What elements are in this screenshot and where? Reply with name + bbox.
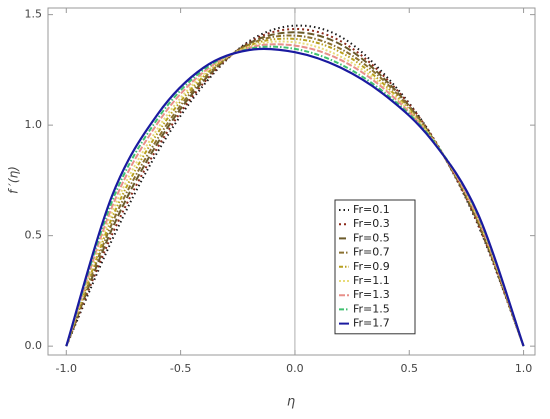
legend-label: Fr=0.5 xyxy=(353,231,390,244)
series-line xyxy=(65,45,525,347)
legend-label: Fr=0.9 xyxy=(353,260,390,273)
x-tick-label: 1.0 xyxy=(515,362,533,375)
legend: Fr=0.1Fr=0.3Fr=0.5Fr=0.7Fr=0.9Fr=1.1Fr=1… xyxy=(334,199,416,335)
x-axis-label: η xyxy=(287,395,295,410)
x-tick-label: 0.0 xyxy=(286,362,304,375)
legend-label: Fr=1.7 xyxy=(353,317,390,330)
series-line xyxy=(65,34,525,347)
legend-label: Fr=1.1 xyxy=(353,274,390,287)
series-line xyxy=(65,47,525,347)
legend-label: Fr=0.3 xyxy=(353,217,390,230)
y-tick-label: 0.0 xyxy=(25,339,43,352)
y-axis-label: f ′(η) xyxy=(7,166,21,194)
legend-label: Fr=0.1 xyxy=(353,203,390,216)
series-line xyxy=(65,37,525,347)
x-tick-label: -1.0 xyxy=(56,362,77,375)
legend-label: Fr=1.5 xyxy=(353,302,390,315)
y-tick-label: 1.0 xyxy=(25,118,43,131)
y-tick-label: 0.5 xyxy=(25,229,43,242)
y-tick-label: 1.5 xyxy=(25,8,43,21)
plot-frame xyxy=(47,7,536,356)
legend-box xyxy=(334,199,416,335)
legend-label: Fr=0.7 xyxy=(353,246,390,259)
x-tick-label: -0.5 xyxy=(170,362,191,375)
series-line xyxy=(65,40,525,347)
x-tick-label: 0.5 xyxy=(400,362,418,375)
legend-label: Fr=1.3 xyxy=(353,288,390,301)
